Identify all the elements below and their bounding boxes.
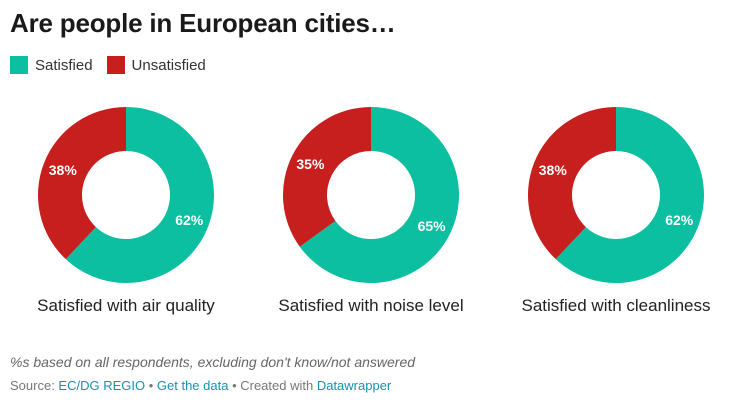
- legend-swatch-unsatisfied: [106, 56, 125, 74]
- donut-label-air-quality: Satisfied with air quality: [37, 296, 215, 315]
- data-label-satisfied: 62%: [175, 212, 204, 228]
- donut-slice-unsatisfied: [37, 107, 126, 260]
- source-link[interactable]: EC/DG REGIO: [58, 378, 146, 393]
- donut-slice-satisfied: [299, 107, 459, 283]
- datawrapper-link[interactable]: Datawrapper: [316, 378, 392, 393]
- donut-chart-cleanliness: 62% 38% Satisfied with cleanliness: [496, 106, 736, 315]
- footnote: %s based on all respondents, excluding d…: [10, 354, 416, 370]
- donut-label-cleanliness: Satisfied with cleanliness: [521, 296, 711, 315]
- donut-slice-satisfied: [65, 107, 214, 283]
- donut-chart-noise-level: 65% 35% Satisfied with noise level: [251, 106, 491, 315]
- source-line: Source: EC/DG REGIO • Get the data • Cre…: [10, 378, 391, 393]
- legend-label-satisfied: Satisfied: [35, 56, 93, 74]
- donut-slice-unsatisfied: [283, 107, 371, 247]
- donut-svg-cleanliness: 62% 38%: [528, 107, 704, 283]
- donut-label-noise-level: Satisfied with noise level: [278, 296, 464, 315]
- legend-item-satisfied: Satisfied: [10, 56, 93, 74]
- data-label-unsatisfied: 38%: [539, 162, 568, 178]
- data-label-unsatisfied: 35%: [296, 156, 325, 172]
- separator: •: [145, 378, 157, 393]
- donut-chart-air-quality: 62% 38% Satisfied with air quality: [6, 106, 246, 315]
- legend-label-unsatisfied: Unsatisfied: [131, 56, 206, 74]
- data-label-unsatisfied: 38%: [49, 162, 78, 178]
- legend-item-unsatisfied: Unsatisfied: [106, 56, 206, 74]
- donut-svg-air-quality: 62% 38%: [37, 107, 214, 283]
- data-label-satisfied: 62%: [665, 212, 694, 228]
- data-label-satisfied: 65%: [418, 218, 447, 234]
- created-with-text: • Created with: [228, 378, 317, 393]
- donut-svg-noise-level: 65% 35%: [283, 107, 459, 283]
- legend: Satisfied Unsatisfied: [10, 56, 220, 74]
- legend-swatch-satisfied: [10, 56, 28, 74]
- source-prefix: Source:: [10, 378, 59, 393]
- donut-slice-unsatisfied: [528, 107, 616, 260]
- donut-slice-satisfied: [555, 107, 704, 283]
- get-data-link[interactable]: Get the data: [156, 378, 229, 393]
- chart-title: Are people in European cities…: [10, 8, 396, 38]
